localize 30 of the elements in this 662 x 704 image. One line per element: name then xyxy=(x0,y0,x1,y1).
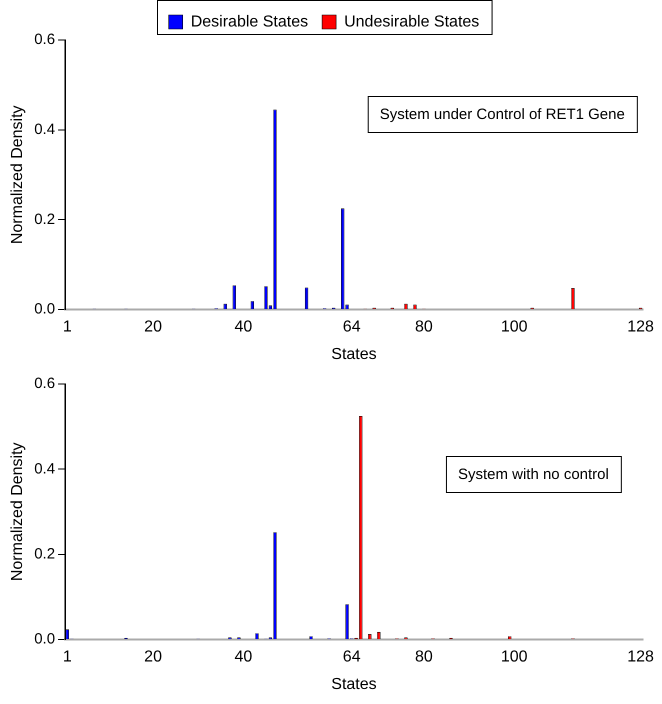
y-axis-title: Normalized Density xyxy=(9,105,26,244)
x-axis-title: States xyxy=(331,346,377,363)
legend-label: Undesirable States xyxy=(344,13,480,30)
x-tick-label: 100 xyxy=(500,318,528,336)
x-tick-label: 128 xyxy=(627,648,654,666)
annotation: System with no control xyxy=(458,466,609,484)
x-tick-label: 100 xyxy=(500,648,528,666)
y-tick-label: 0.6 xyxy=(34,31,56,48)
x-tick-label: 128 xyxy=(627,318,654,336)
y-tick-label: 0.6 xyxy=(34,375,56,392)
y-tick-label: 0.2 xyxy=(34,546,56,563)
y-tick-label: 0.4 xyxy=(34,121,56,138)
x-tick-label: 40 xyxy=(234,318,252,336)
y-tick-label: 0.4 xyxy=(34,460,56,478)
x-tick-label: 1 xyxy=(62,648,72,666)
x-axis-title: States xyxy=(331,676,377,693)
y-tick-label: 0.0 xyxy=(34,300,56,318)
x-tick-label: 20 xyxy=(144,648,162,666)
x-tick-label: 20 xyxy=(144,318,162,336)
x-tick-label: 1 xyxy=(62,318,72,336)
y-tick-label: 0.2 xyxy=(34,210,56,228)
annotation: System under Control of RET1 Gene xyxy=(380,106,625,124)
x-tick-label: 80 xyxy=(415,648,433,666)
legend-label: Desirable States xyxy=(190,13,308,30)
y-axis-title: Normalized Density xyxy=(9,442,26,582)
x-tick-label: 64 xyxy=(342,318,361,336)
x-tick-label: 64 xyxy=(342,648,361,666)
x-tick-label: 40 xyxy=(234,648,252,666)
x-tick-label: 80 xyxy=(415,318,433,336)
y-tick-label: 0.0 xyxy=(34,630,56,648)
